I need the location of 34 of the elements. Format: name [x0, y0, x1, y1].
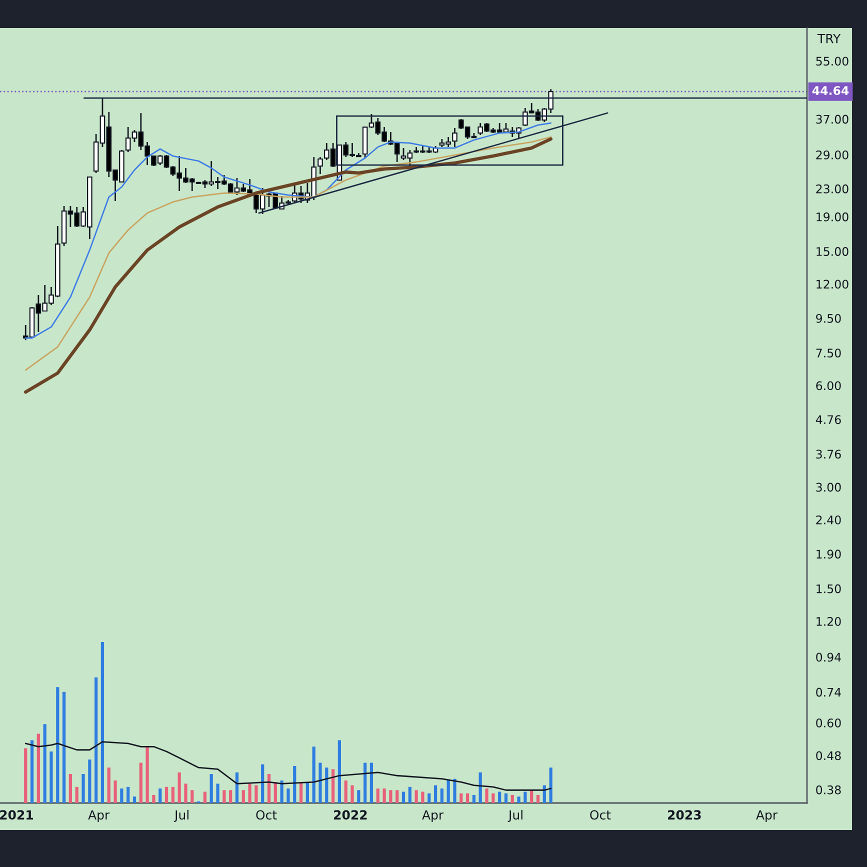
y-tick-label: 0.38	[816, 785, 841, 794]
x-tick-label: Apr	[756, 810, 778, 822]
x-tick-label: Jul	[174, 810, 188, 822]
x-tick-label: 2021	[0, 810, 34, 820]
y-tick-label: 1.50	[816, 584, 841, 594]
y-tick-label: 0.60	[816, 718, 841, 728]
x-tick-label: Apr	[422, 810, 444, 822]
y-tick-label: 29.00	[816, 150, 848, 160]
x-tick-label: 2023	[668, 810, 701, 820]
y-tick-label: 0.48	[816, 751, 841, 760]
y-tick-label: 3.76	[816, 450, 841, 459]
x-tick-label: Apr	[88, 810, 110, 822]
y-tick-label: 0.74	[816, 688, 841, 697]
y-tick-label: 0.94	[816, 652, 841, 662]
y-tick-label: 55.00	[816, 56, 848, 66]
y-tick-label: 12.00	[816, 280, 848, 289]
y-tick-label: 37.00	[816, 114, 848, 124]
x-tick-label: Jul	[508, 810, 522, 822]
y-tick-label: 6.00	[816, 381, 841, 390]
ref-line-label: 44.64	[812, 86, 849, 95]
y-tick-label: 23.00	[816, 184, 848, 194]
y-axis-title: TRY	[817, 34, 841, 44]
x-tick-label: Oct	[256, 810, 277, 820]
y-tick-label: 19.00	[816, 212, 848, 222]
y-tick-label: 7.50	[816, 348, 841, 358]
y-tick-label: 9.50	[816, 314, 841, 323]
x-tick-label: 2022	[334, 810, 367, 820]
y-tick-label: 2.40	[816, 515, 841, 524]
y-tick-label: 1.20	[816, 616, 841, 626]
x-tick-label: Oct	[590, 810, 611, 820]
y-tick-label: 4.76	[816, 415, 841, 424]
y-tick-label: 15.00	[816, 247, 848, 256]
y-tick-label: 1.90	[816, 550, 841, 559]
y-tick-label: 3.00	[816, 482, 841, 492]
